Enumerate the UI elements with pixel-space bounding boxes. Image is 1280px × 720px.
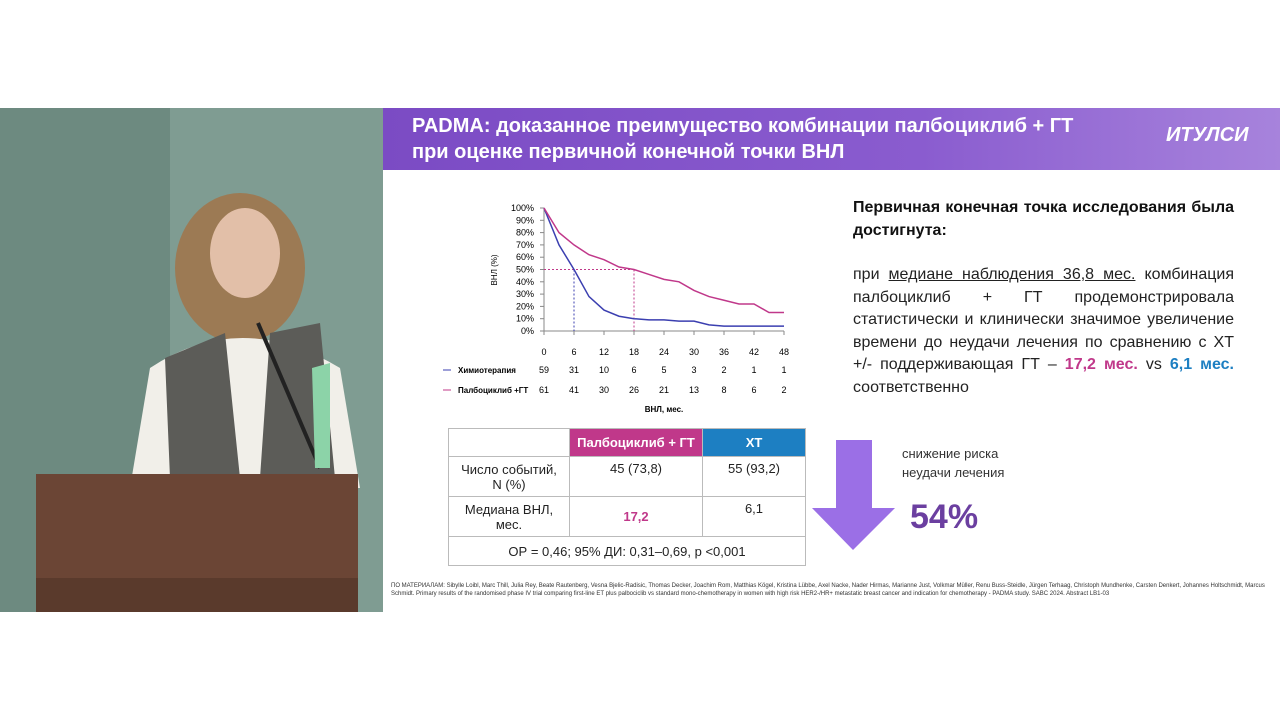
risk-value: 54% <box>910 498 979 536</box>
text: неудачи лечения <box>902 465 1005 480</box>
at-risk-count: 6 <box>631 365 636 375</box>
y-tick-label: 90% <box>516 215 534 225</box>
podium-top <box>36 474 358 578</box>
text: при <box>853 266 889 283</box>
vest <box>165 323 335 478</box>
x-tick-label: 24 <box>659 347 669 357</box>
x-tick-label: 42 <box>749 347 759 357</box>
at-risk-count: 3 <box>691 365 696 375</box>
row-label: Число событий, N (%) <box>448 456 570 497</box>
km-curve <box>543 207 784 314</box>
x-tick-label: 0 <box>541 347 546 357</box>
table-footer: ОР = 0,46; 95% ДИ: 0,31–0,69, p <0,001 <box>448 536 806 566</box>
at-risk-count: 26 <box>629 385 639 395</box>
at-risk-count: 31 <box>569 365 579 375</box>
km-curve <box>543 207 784 327</box>
results-table: Палбоциклиб + ГТ ХТ Число событий, N (%)… <box>448 428 806 566</box>
at-risk-count: 10 <box>599 365 609 375</box>
y-tick-label: 30% <box>516 289 534 299</box>
at-risk-count: 1 <box>751 365 756 375</box>
cell: 45 (73,8) <box>569 456 703 497</box>
text: комбинация палбоциклиб + ГТ продемонстри… <box>853 266 1234 373</box>
text: vs <box>1137 356 1170 373</box>
legend-label: Палбоциклиб +ГТ <box>458 386 528 395</box>
y-tick-label: 40% <box>516 277 534 287</box>
y-axis-label: ВНЛ (%) <box>490 254 499 285</box>
cell: 6,1 <box>702 496 806 537</box>
y-tick-label: 20% <box>516 301 534 311</box>
down-arrow <box>812 440 895 550</box>
speaker-video <box>0 108 383 612</box>
x-axis-label: ВНЛ, мес. <box>645 405 684 414</box>
row-label: Медиана ВНЛ, мес. <box>448 496 570 537</box>
x-tick-label: 30 <box>689 347 699 357</box>
header-cell: Палбоциклиб + ГТ <box>569 428 703 457</box>
y-tick-label: 50% <box>516 265 534 275</box>
summary-heading: Первичная конечная точка исследования бы… <box>853 199 1234 239</box>
at-risk-count: 8 <box>721 385 726 395</box>
at-risk-count: 2 <box>781 385 786 395</box>
at-risk-count: 1 <box>781 365 786 375</box>
slide-title: PADMA: доказанное преимущество комбинаци… <box>412 115 1074 137</box>
summary-text: при медиане наблюдения 36,8 мес. комбина… <box>853 264 1234 399</box>
empty-cell <box>448 428 570 457</box>
slide-title: при оценке первичной конечной точки ВНЛ <box>412 141 845 163</box>
at-risk-count: 21 <box>659 385 669 395</box>
at-risk-count: 5 <box>661 365 666 375</box>
at-risk-count: 61 <box>539 385 549 395</box>
at-risk-count: 41 <box>569 385 579 395</box>
legend-label: Химиотерапия <box>458 366 516 375</box>
text: соответственно <box>853 378 969 396</box>
microphone <box>256 322 322 469</box>
x-tick-label: 48 <box>779 347 789 357</box>
logo: ИТУЛСИ <box>1166 124 1249 146</box>
y-tick-label: 0% <box>521 326 534 336</box>
at-risk-count: 6 <box>751 385 756 395</box>
y-tick-label: 60% <box>516 252 534 262</box>
x-tick-label: 18 <box>629 347 639 357</box>
cell: 55 (93,2) <box>702 456 806 497</box>
header-cell: ХТ <box>702 428 806 457</box>
at-risk-count: 59 <box>539 365 549 375</box>
y-tick-label: 100% <box>511 203 534 213</box>
slide-header <box>383 108 1280 170</box>
y-tick-label: 70% <box>516 240 534 250</box>
risk-note: снижение риска неудачи лечения <box>902 444 1004 482</box>
text: медиане наблюдения 36,8 мес. <box>888 266 1136 283</box>
text: снижение риска <box>902 446 999 461</box>
x-tick-label: 6 <box>571 347 576 357</box>
x-tick-label: 36 <box>719 347 729 357</box>
x-tick-label: 12 <box>599 347 609 357</box>
highlight: 17,2 мес. <box>1064 356 1138 373</box>
flag <box>312 363 330 468</box>
at-risk-count: 30 <box>599 385 609 395</box>
face <box>210 208 280 298</box>
at-risk-count: 2 <box>721 365 726 375</box>
cell: 17,2 <box>569 496 703 537</box>
footnote: ПО МАТЕРИАЛАМ: Sibylle Loibl, Marc Thill… <box>391 583 1265 597</box>
y-tick-label: 10% <box>516 314 534 324</box>
at-risk-count: 13 <box>689 385 699 395</box>
highlight: 6,1 мес. <box>1169 356 1235 373</box>
y-tick-label: 80% <box>516 228 534 238</box>
